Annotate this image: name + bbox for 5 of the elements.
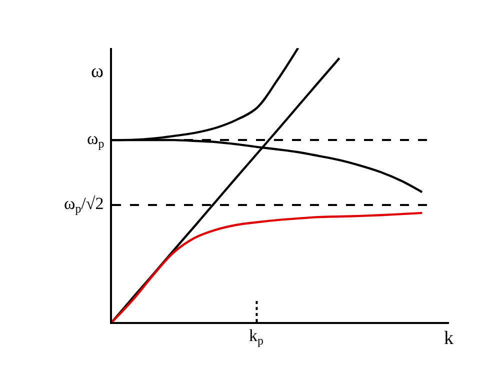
text: k$_{p}$ — [249, 326, 264, 348]
ref-line-label: ω$_{p}$/√2 — [64, 194, 104, 216]
ref-line-label: ω$_{p}$ — [87, 129, 104, 151]
x-axis-title: k — [444, 328, 454, 349]
y-axis-title: ω — [91, 61, 104, 82]
